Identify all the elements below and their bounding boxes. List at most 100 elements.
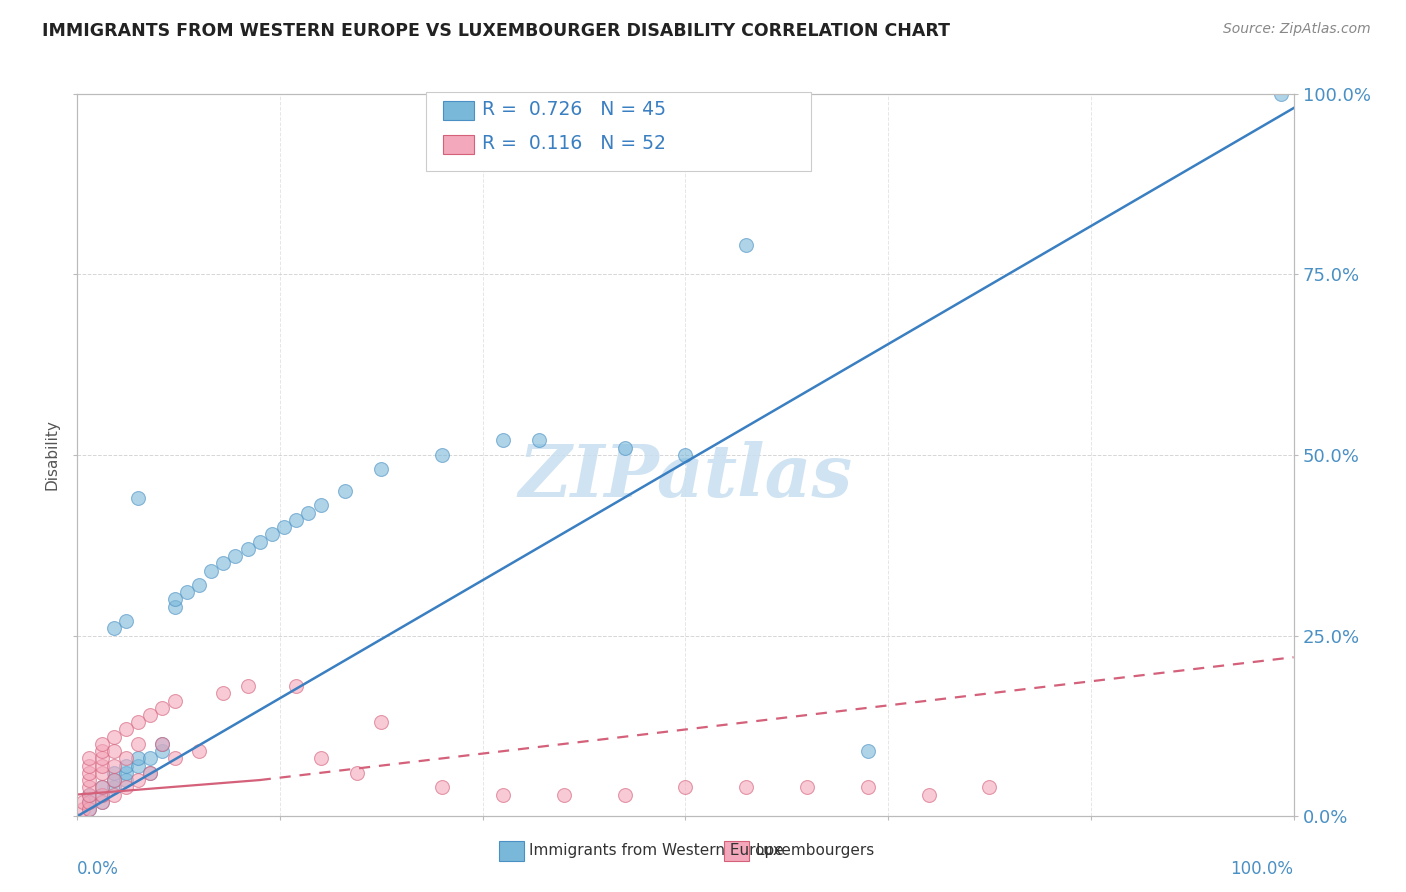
Point [139,708,162,723]
Point [90,780,112,795]
Point [103,780,125,795]
Point [200,564,222,578]
Point [236,679,259,693]
Point [103,621,125,635]
Point [188,744,211,758]
Point [796,780,818,795]
Point [90,751,112,765]
Point [430,448,453,462]
Point [309,499,332,513]
Point [90,765,112,780]
Text: R =  0.726   N = 45: R = 0.726 N = 45 [482,100,666,120]
Point [163,751,186,765]
Point [675,780,697,795]
Point [492,788,515,802]
Point [72,795,94,809]
Point [139,765,162,780]
Point [152,737,174,751]
Point [127,758,149,772]
Point [127,491,149,506]
Point [918,788,941,802]
Point [370,462,392,476]
Text: Luxembourgers: Luxembourgers [755,844,875,858]
Point [127,737,149,751]
Point [152,701,174,715]
Point [139,765,162,780]
Text: 0.0%: 0.0% [77,860,120,878]
Point [1270,87,1292,101]
Point [79,758,101,772]
Text: ZIPatlas: ZIPatlas [519,442,852,512]
Point [79,780,101,795]
Point [553,788,575,802]
Point [90,788,112,802]
Point [79,788,101,802]
Point [152,744,174,758]
Point [103,758,125,772]
Point [79,765,101,780]
Point [79,802,101,816]
Point [735,780,758,795]
Point [613,441,636,455]
Text: 100.0%: 100.0% [1230,860,1294,878]
Point [370,715,392,730]
Point [856,744,879,758]
Text: Immigrants from Western Europe: Immigrants from Western Europe [529,844,783,858]
Point [613,788,636,802]
Point [139,751,162,765]
Point [115,780,138,795]
Point [127,751,149,765]
Point [115,758,138,772]
Point [127,715,149,730]
Point [856,780,879,795]
Point [260,527,283,541]
Point [90,795,112,809]
Text: Source: ZipAtlas.com: Source: ZipAtlas.com [1223,22,1371,37]
Point [79,788,101,802]
Point [115,772,138,788]
Point [90,758,112,772]
Point [103,744,125,758]
Point [163,599,186,614]
Text: R =  0.116   N = 52: R = 0.116 N = 52 [482,134,666,153]
Point [273,520,295,534]
Point [212,557,235,571]
Point [236,541,259,556]
Point [285,513,308,527]
Point [529,434,551,448]
Point [285,679,308,693]
Point [249,534,271,549]
Point [103,788,125,802]
Point [297,506,319,520]
Text: IMMIGRANTS FROM WESTERN EUROPE VS LUXEMBOURGER DISABILITY CORRELATION CHART: IMMIGRANTS FROM WESTERN EUROPE VS LUXEMB… [42,22,950,40]
Point [103,772,125,788]
Point [127,772,149,788]
Point [79,795,101,809]
Point [90,795,112,809]
Point [90,737,112,751]
Point [346,765,368,780]
Point [103,730,125,744]
Point [979,780,1001,795]
Point [152,737,174,751]
Point [115,614,138,628]
Point [115,723,138,737]
Point [675,448,697,462]
Point [90,744,112,758]
Point [90,780,112,795]
Y-axis label: Disability: Disability [45,419,60,491]
Point [492,434,515,448]
Point [163,693,186,707]
Point [103,772,125,788]
Point [188,578,211,592]
Point [176,585,198,599]
Point [115,751,138,765]
Point [115,765,138,780]
Point [430,780,453,795]
Point [79,751,101,765]
Point [163,592,186,607]
Point [79,772,101,788]
Point [309,751,332,765]
Point [103,765,125,780]
Point [79,802,101,816]
